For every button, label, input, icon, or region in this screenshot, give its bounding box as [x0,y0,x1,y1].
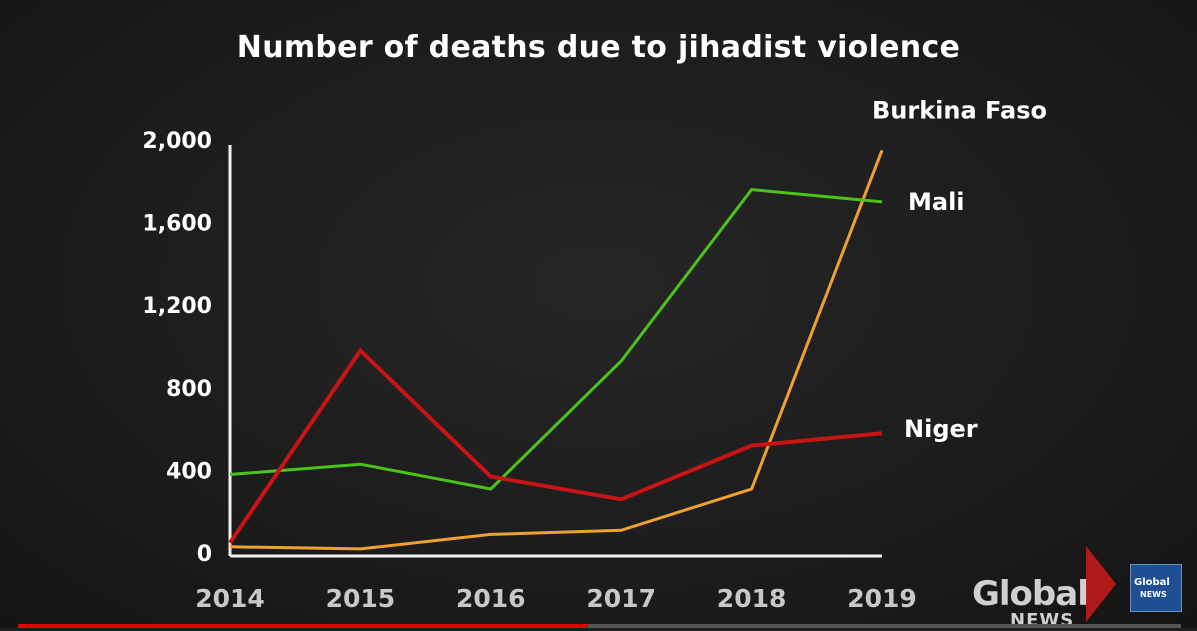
series-label-mali: Mali [908,188,965,216]
x-tick-label: 2014 [195,584,265,613]
series-label-burkina-faso: Burkina Faso [872,96,1047,124]
x-tick-label: 2017 [586,584,656,613]
chart-title: Number of deaths due to jihadist violenc… [236,30,961,65]
y-tick-labels: 0 400 800 1,200 1,600 2,000 [142,129,212,567]
channel-badge-sub: NEWS [1140,590,1167,599]
series-line-burkina-faso [229,149,884,551]
logo-chevron-icon [1086,546,1116,622]
series-line-mali [229,188,883,491]
series-labels: Burkina Faso Mali Niger [872,96,1047,443]
logo-brand: Global [972,574,1089,614]
y-tick-label: 1,200 [142,294,212,319]
x-tick-label: 2018 [717,584,787,613]
global-news-logo: Global NEWS Global NEWS [972,546,1187,631]
x-tick-label: 2015 [326,584,396,613]
video-progress-fill [18,624,588,628]
chart-axes [228,145,882,558]
channel-badge[interactable]: Global NEWS [1130,564,1182,612]
series-lines [228,149,884,551]
x-tick-label: 2016 [456,584,526,613]
x-tick-labels: 2014 2015 2016 2017 2018 2019 [195,584,917,613]
x-tick-label: 2019 [847,584,917,613]
y-tick-label: 1,600 [142,212,212,237]
y-tick-label: 400 [166,459,212,484]
series-label-niger: Niger [904,415,978,443]
channel-badge-label: Global [1134,577,1170,588]
video-progress-bar[interactable] [18,624,1181,628]
y-tick-label: 2,000 [142,129,212,154]
y-tick-label: 800 [166,377,212,402]
y-tick-label: 0 [197,542,212,567]
series-line-niger [228,347,883,544]
